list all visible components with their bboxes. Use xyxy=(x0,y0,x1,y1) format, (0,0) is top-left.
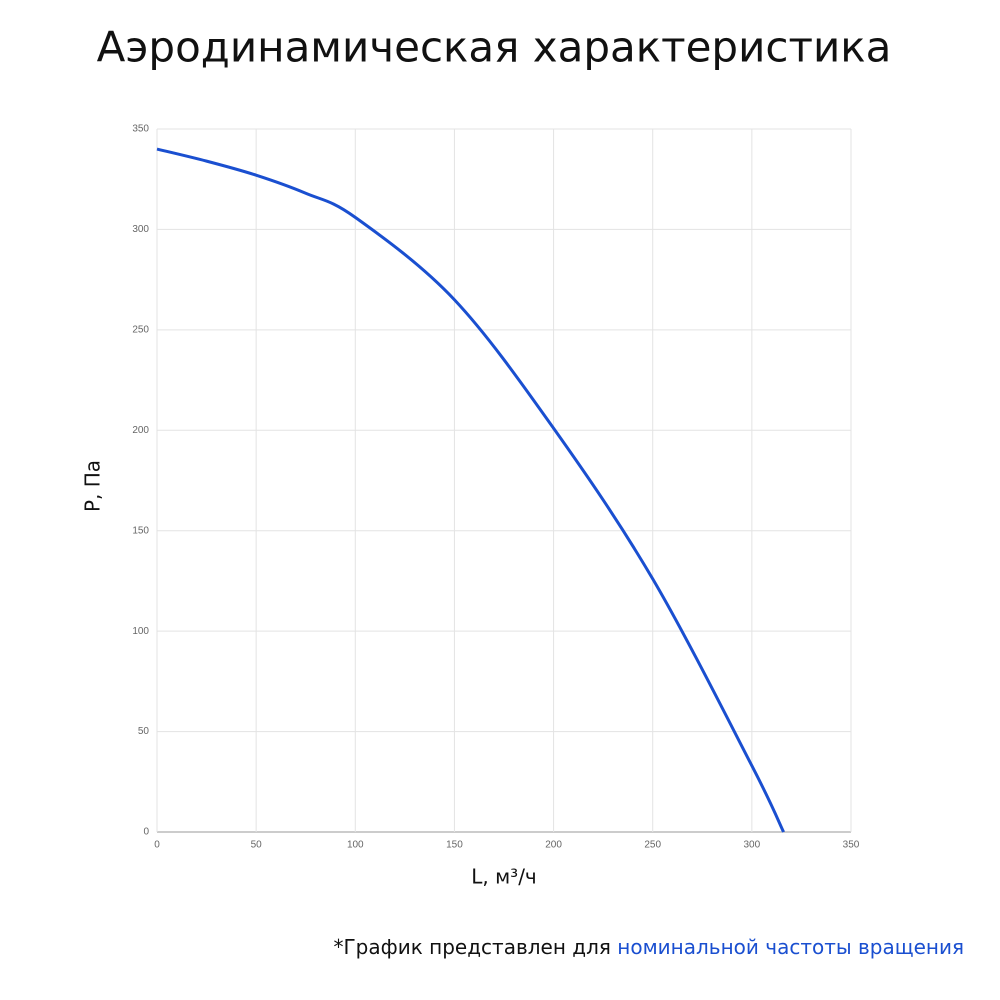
y-tick-label: 300 xyxy=(132,224,149,235)
footnote-text: *График представлен для xyxy=(333,935,610,959)
y-tick-label: 250 xyxy=(132,324,149,335)
x-axis-label: L, м³/ч xyxy=(471,865,537,889)
y-tick-label: 50 xyxy=(138,726,150,737)
y-tick-label: 150 xyxy=(132,525,149,536)
footnote-highlight: номинальной частоты вращения xyxy=(617,935,964,959)
x-tick-label: 150 xyxy=(446,840,463,851)
chart-title: Аэродинамическая характеристика xyxy=(97,23,892,72)
x-tick-label: 100 xyxy=(347,840,364,851)
x-tick-label: 50 xyxy=(251,840,263,851)
x-tick-label: 300 xyxy=(744,840,761,851)
x-tick-label: 0 xyxy=(154,840,160,851)
x-tick-label: 350 xyxy=(843,840,860,851)
footnote: *График представлен для номинальной част… xyxy=(333,935,964,959)
x-tick-label: 250 xyxy=(644,840,661,851)
y-tick-label: 200 xyxy=(132,425,149,436)
y-tick-label: 350 xyxy=(132,124,149,135)
data-line xyxy=(156,147,785,833)
y-tick-label: 0 xyxy=(143,827,149,838)
y-tick-label: 100 xyxy=(132,626,149,637)
x-tick-label: 200 xyxy=(545,840,562,851)
y-axis-label: P, Па xyxy=(81,460,105,512)
